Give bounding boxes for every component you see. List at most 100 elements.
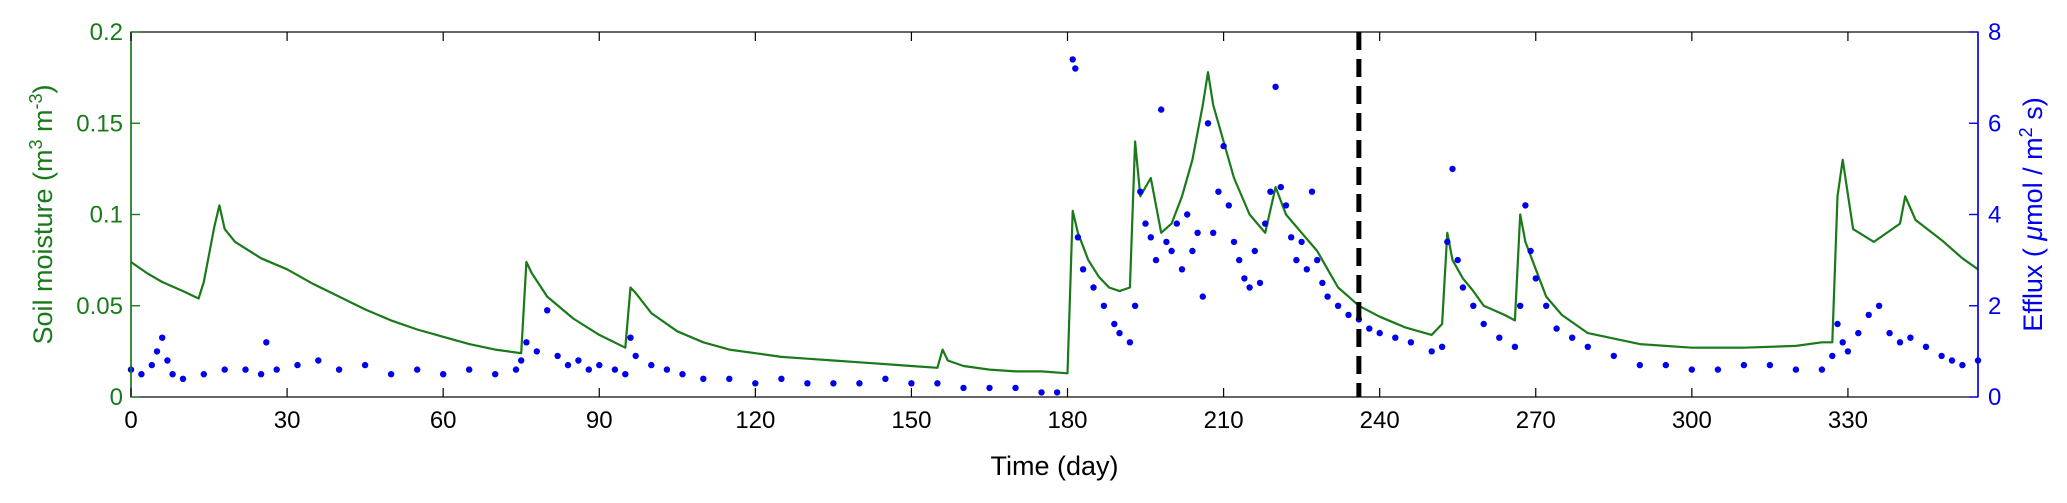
efflux-point xyxy=(1152,256,1160,264)
efflux-point xyxy=(1178,266,1186,273)
efflux-point xyxy=(294,361,301,369)
efflux-point xyxy=(1126,339,1134,346)
efflux-point xyxy=(387,371,395,378)
efflux-point xyxy=(1137,188,1144,195)
efflux-point xyxy=(1532,275,1540,282)
efflux-point xyxy=(221,366,228,373)
efflux-point xyxy=(257,371,265,378)
efflux-point xyxy=(564,361,572,369)
efflux-point xyxy=(1215,188,1222,195)
right-tick-label: 6 xyxy=(1988,110,2001,137)
efflux-point xyxy=(1053,389,1061,396)
right-y-axis-title-mid: mol / m xyxy=(2018,137,2048,226)
x-tick-label: 180 xyxy=(1047,407,1087,434)
x-tick-label: 270 xyxy=(1516,407,1556,434)
x-axis-ticks: 0 30 60 90 120 150 180 210 240 270 300 330 xyxy=(124,32,1868,434)
efflux-point xyxy=(1366,325,1373,332)
efflux-point xyxy=(1163,238,1170,246)
efflux-point xyxy=(1948,357,1956,364)
efflux-point xyxy=(1225,202,1233,209)
efflux-point xyxy=(1072,65,1079,72)
efflux-point xyxy=(1204,120,1212,127)
efflux-point xyxy=(523,339,530,346)
efflux-point xyxy=(1834,320,1841,328)
efflux-point xyxy=(830,380,837,387)
efflux-point xyxy=(632,352,639,360)
efflux-point xyxy=(934,380,941,387)
efflux-point xyxy=(778,375,785,382)
efflux-point xyxy=(1522,202,1529,209)
efflux-point xyxy=(153,348,161,355)
efflux-point xyxy=(518,357,525,364)
efflux-point xyxy=(908,380,915,387)
efflux-point xyxy=(596,361,603,369)
efflux-point xyxy=(1158,106,1165,113)
efflux-point xyxy=(960,384,967,392)
x-axis-title: Time (day) xyxy=(990,451,1118,481)
efflux-point xyxy=(335,366,343,373)
efflux-point xyxy=(1251,247,1259,255)
efflux-point xyxy=(1886,329,1893,337)
efflux-point xyxy=(1319,279,1326,287)
right-y-axis-title-exponent: 2 xyxy=(2016,127,2036,137)
efflux-point xyxy=(1241,275,1248,282)
left-tick-label: 0.2 xyxy=(90,19,123,46)
left-y-axis-title-prefix: Soil moisture (m xyxy=(28,149,58,344)
efflux-point xyxy=(1584,343,1592,350)
efflux-point xyxy=(1792,366,1800,373)
x-tick-label: 90 xyxy=(586,407,613,434)
x-tick-label: 210 xyxy=(1204,407,1244,434)
efflux-point xyxy=(169,371,176,378)
efflux-point xyxy=(1116,329,1123,337)
efflux-point xyxy=(1293,256,1300,264)
efflux-point xyxy=(1454,256,1461,264)
efflux-point xyxy=(554,352,561,360)
right-tick-label: 8 xyxy=(1988,19,2001,46)
efflux-point xyxy=(1428,348,1435,355)
left-y-axis-title-exponent-2: -3 xyxy=(26,93,46,109)
efflux-point xyxy=(1829,352,1836,360)
efflux-point xyxy=(1688,366,1696,373)
right-tick-label: 2 xyxy=(1988,293,2001,320)
soil-moisture-line xyxy=(130,71,1979,375)
left-axis-ticks: 0 0.05 0.1 0.15 0.2 xyxy=(76,19,140,411)
left-tick-label: 0.1 xyxy=(90,202,123,229)
efflux-point xyxy=(622,371,629,378)
efflux-point xyxy=(1662,361,1670,369)
right-axis-ticks: 0 2 4 6 8 xyxy=(1969,19,2001,411)
efflux-point xyxy=(1256,279,1264,287)
efflux-point xyxy=(1449,165,1456,173)
efflux-point xyxy=(361,361,369,369)
x-tick-label: 30 xyxy=(274,407,301,434)
efflux-point xyxy=(1288,234,1295,241)
efflux-point xyxy=(1230,238,1238,246)
efflux-point xyxy=(159,334,166,341)
efflux-point xyxy=(1236,256,1243,264)
efflux-point xyxy=(414,366,421,373)
x-tick-label: 330 xyxy=(1828,407,1868,434)
right-tick-label: 4 xyxy=(1988,202,2001,229)
plot-frame xyxy=(130,31,1979,398)
efflux-point xyxy=(1818,366,1826,373)
efflux-point xyxy=(1922,343,1930,350)
x-tick-label: 240 xyxy=(1360,407,1400,434)
efflux-point xyxy=(164,357,171,364)
x-tick-label: 60 xyxy=(430,407,457,434)
right-y-axis-title-prefix: Efflux ( xyxy=(2018,241,2048,332)
efflux-point xyxy=(1100,302,1108,309)
efflux-point xyxy=(1303,266,1311,273)
efflux-series xyxy=(127,56,1982,396)
efflux-point xyxy=(1220,142,1227,150)
efflux-point xyxy=(986,384,993,392)
efflux-point xyxy=(1168,247,1175,255)
efflux-point xyxy=(1527,247,1534,255)
efflux-point xyxy=(1324,293,1331,300)
x-tick-label: 0 xyxy=(124,407,137,434)
efflux-point xyxy=(1074,234,1082,241)
efflux-point xyxy=(242,366,249,373)
efflux-point xyxy=(752,380,759,387)
efflux-point xyxy=(179,375,187,382)
efflux-point xyxy=(544,307,551,314)
